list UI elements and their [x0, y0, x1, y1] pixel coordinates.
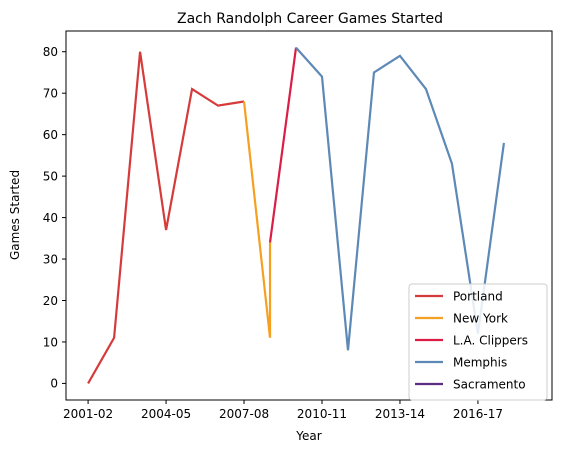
legend-label-portland: Portland	[453, 290, 503, 304]
y-tick-label: 10	[43, 335, 58, 349]
series-line-memphis	[295, 46, 506, 351]
x-axis: 2001-02 2004-05 2007-08 2010-11 2013-14 2016-…	[63, 400, 503, 421]
y-tick-label: 70	[43, 86, 58, 100]
legend-box	[408, 283, 548, 401]
x-tick-label: 2004-05	[141, 407, 191, 421]
y-tick-label: 60	[43, 128, 58, 142]
legend-label-memphis: Memphis	[453, 356, 507, 370]
x-tick-label: 2013-14	[375, 407, 425, 421]
legend-label-new-york: New York	[453, 312, 508, 326]
y-tick-label: 30	[43, 252, 58, 266]
x-tick-label: 2016-17	[453, 407, 503, 421]
legend-label-l-a-clippers: L.A. Clippers	[453, 334, 528, 348]
legend-label-sacramento: Sacramento	[453, 378, 526, 392]
x-axis-label: Year	[295, 429, 321, 443]
legend: Portland New York L.A. Clippers Memphis Sacr…	[408, 283, 548, 401]
plot-lines	[87, 46, 506, 384]
y-axis: 0 10 20 30 40 50 60 70 80	[43, 45, 66, 391]
y-tick-label: 20	[43, 294, 58, 308]
y-tick-label: 40	[43, 211, 58, 225]
y-tick-label: 80	[43, 45, 58, 59]
x-tick-label: 2007-08	[219, 407, 269, 421]
plot-frame	[65, 30, 553, 401]
series-line-new-york	[242, 101, 272, 338]
chart-title: Zach Randolph Career Games Started	[177, 11, 443, 27]
series-line-l-a-clippers	[268, 47, 298, 243]
y-tick-label: 0	[50, 377, 58, 391]
x-tick-label: 2010-11	[297, 407, 347, 421]
y-axis-label: Games Started	[8, 170, 22, 260]
y-tick-label: 50	[43, 169, 58, 183]
x-tick-label: 2001-02	[63, 407, 113, 421]
series-line-portland	[87, 51, 245, 384]
